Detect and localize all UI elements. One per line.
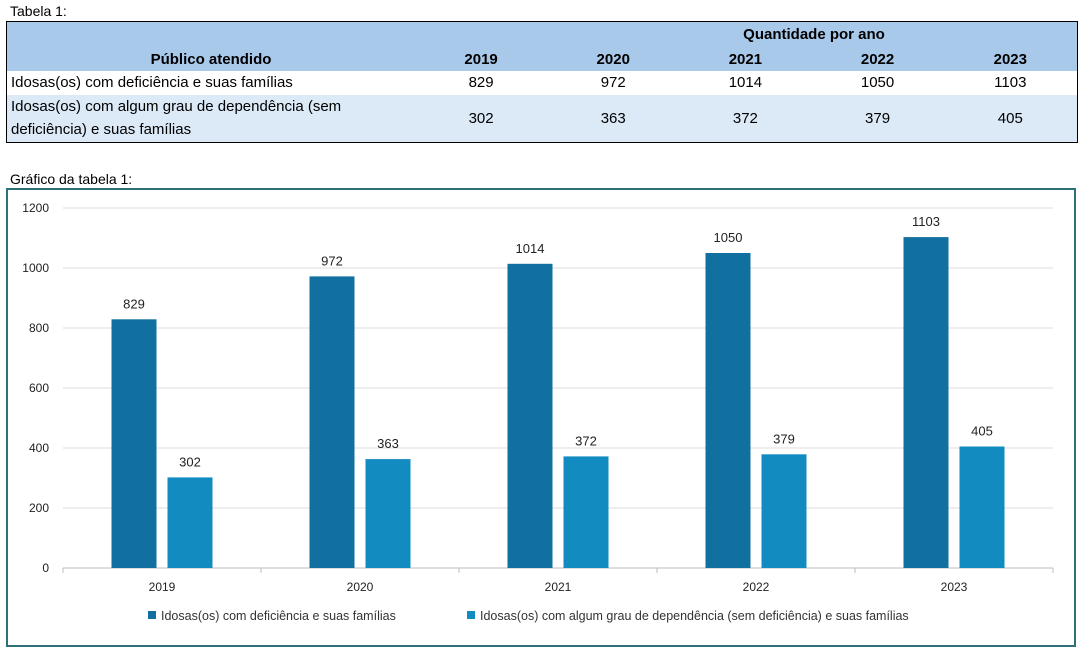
x-tick-label: 2020	[347, 580, 374, 594]
row-label: Idosas(os) com deficiência e suas famíli…	[11, 74, 293, 91]
year-header: 2023	[993, 50, 1027, 68]
bar	[563, 456, 609, 568]
x-tick-label: 2019	[149, 580, 176, 594]
year-header: 2020	[596, 50, 630, 68]
data-label: 372	[575, 433, 597, 448]
row-label-line: deficiência) e suas famílias	[11, 121, 192, 139]
data-label: 1050	[714, 230, 743, 245]
data-label: 363	[377, 436, 399, 451]
legend-label: Idosas(os) com deficiência e suas famíli…	[161, 609, 396, 623]
bar	[507, 263, 553, 568]
y-tick-label: 600	[29, 381, 49, 395]
legend-swatch	[148, 611, 156, 619]
bar	[761, 454, 807, 568]
table-cell: 379	[865, 109, 891, 127]
table-row: Idosas(os) com algum grau de dependência…	[6, 94, 1078, 143]
table-caption: Tabela 1:	[10, 3, 67, 19]
bar	[365, 459, 411, 568]
table-cell: 1014	[728, 74, 763, 91]
x-tick-label: 2021	[545, 580, 572, 594]
row-label: Idosas(os) com algum grau de dependência…	[7, 95, 416, 143]
table-cell: 302	[468, 109, 494, 127]
data-label: 379	[773, 431, 795, 446]
row-header: Público atendido	[150, 50, 272, 68]
year-header: 2022	[860, 50, 895, 68]
y-tick-label: 400	[29, 441, 49, 455]
bar	[705, 253, 751, 568]
bar	[309, 276, 355, 568]
data-label: 1014	[516, 241, 545, 256]
table-cell: 1050	[860, 74, 895, 91]
y-tick-label: 1200	[22, 201, 49, 215]
data-label: 405	[971, 424, 993, 439]
data-label: 1103	[912, 214, 940, 229]
table-year-row: Público atendido 2019 2020 2021 2022 202…	[6, 47, 1078, 71]
y-tick-label: 1000	[22, 261, 49, 275]
legend-label: Idosas(os) com algum grau de dependência…	[480, 609, 909, 623]
chart-caption: Gráfico da tabela 1:	[10, 171, 133, 187]
table-row: Idosas(os) com deficiência e suas famíli…	[6, 70, 1078, 95]
data-table: Quantidade por ano Público atendido 2019…	[6, 21, 1078, 143]
bar-chart: 0 200 400 600 800 1000 1200 829 302 2019 972 363 202…	[22, 201, 1054, 623]
bar	[111, 319, 157, 568]
bar	[167, 477, 213, 568]
y-tick-label: 0	[42, 561, 49, 575]
data-label: 972	[321, 253, 343, 268]
data-label: 302	[179, 454, 201, 469]
table-cell: 405	[997, 109, 1023, 127]
y-tick-label: 200	[29, 501, 49, 515]
table-cell: 829	[468, 74, 494, 91]
table-cell: 372	[732, 109, 758, 127]
x-tick-label: 2022	[743, 580, 770, 594]
bar	[903, 237, 949, 568]
y-tick-label: 800	[29, 321, 49, 335]
group-header: Quantidade por ano	[743, 26, 885, 44]
table-cell: 972	[600, 74, 626, 91]
year-header: 2019	[464, 50, 498, 68]
bar	[959, 446, 1005, 568]
legend-swatch	[467, 611, 475, 619]
chart-frame: 0 200 400 600 800 1000 1200 829 302 2019 972 363 202…	[6, 188, 1076, 647]
table-header-row: Quantidade por ano	[6, 21, 1078, 48]
data-label: 829	[123, 296, 145, 311]
table-cell: 1103	[994, 74, 1027, 91]
year-header: 2021	[728, 50, 763, 68]
table-cell: 363	[600, 109, 626, 127]
x-tick-label: 2023	[941, 580, 968, 594]
row-label-line: Idosas(os) com algum grau de dependência…	[11, 98, 342, 116]
